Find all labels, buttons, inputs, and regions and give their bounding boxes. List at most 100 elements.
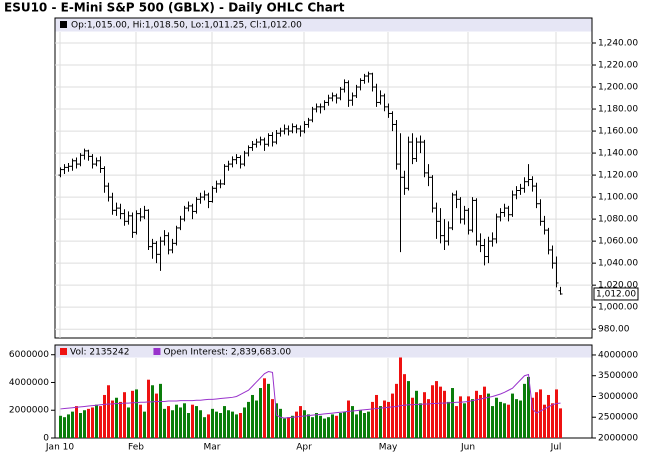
volume-bar [139,404,142,438]
volume-bar [155,393,158,438]
volume-bar [271,399,274,438]
header-marker [60,21,67,28]
volume-bar [359,410,362,438]
volume-bar [355,414,358,438]
volume-bar [371,401,374,438]
volume-bar [455,406,458,438]
y-tick-label: 1,140.00 [598,149,638,159]
open-interest-line [60,371,561,419]
y-tick-label: 2000000 [9,406,49,416]
volume-bar [407,381,410,438]
y-tick-label: 0 [43,434,49,444]
volume-bar [255,400,258,438]
volume-bar [259,388,262,438]
volume-bar [447,401,450,438]
volume-bar [335,415,338,438]
x-tick-label: Mar [204,443,221,453]
volume-bar [187,413,190,438]
volume-bar [191,404,194,438]
volume-bar [59,415,62,438]
volume-bar [79,413,82,438]
volume-bar [103,394,106,438]
volume-bar [91,407,94,438]
y-tick-label: 4000000 [9,378,49,388]
volume-bar [323,418,326,438]
volume-bar [559,408,562,438]
volume-bar [555,389,558,438]
volume-bar [463,403,466,438]
last-price-label: 1,012.00 [596,289,636,299]
y2-tick-label: 2500000 [598,413,638,423]
volume-bar [491,406,494,438]
y-tick-label: 1,100.00 [598,193,638,203]
volume-bar [427,399,430,438]
volume-bar [99,406,102,438]
volume-bar [395,383,398,438]
volume-bar [459,396,462,438]
volume-bar [527,376,530,438]
x-tick-label: Jun [460,443,475,453]
volume-bar [503,403,506,438]
y2-tick-label: 4000000 [598,350,638,360]
y-tick-label: 6000000 [9,350,49,360]
volume-bar [451,388,454,438]
volume-bar [275,403,278,438]
y-tick-label: 1,180.00 [598,105,638,115]
volume-bar [95,404,98,438]
volume-bar [479,394,482,438]
volume-bar [475,390,478,438]
volume-bar [75,406,78,438]
volume-bar [363,413,366,438]
volume-bar [115,397,118,438]
volume-bar [523,383,526,438]
y-tick-label: 1,120.00 [598,171,638,181]
volume-bar [207,414,210,438]
volume-bar [131,390,134,438]
legend-label: Vol: 2135242 [70,348,129,358]
volume-bar [431,385,434,438]
volume-bar [143,411,146,438]
y-tick-label: 1,220.00 [598,61,638,71]
y2-tick-label: 3000000 [598,392,638,402]
volume-bar [419,403,422,438]
ohlc-info: Op:1,015.00, Hi:1,018.50, Lo:1,011.25, C… [71,21,302,31]
volume-bar [179,407,182,438]
volume-bar [231,411,234,438]
y-tick-label: 1,040.00 [598,259,638,269]
volume-bar [439,386,442,438]
volume-bar [215,411,218,438]
volume-bar [303,410,306,438]
volume-bar [531,397,534,438]
volume-bar [343,411,346,438]
volume-bar [435,381,438,438]
volume-bar [291,415,294,438]
volume-bar [263,378,266,438]
volume-bar [331,414,334,438]
volume-header [55,345,592,358]
volume-bar [327,417,330,438]
y-tick-label: 1,200.00 [598,83,638,93]
x-tick-label: May [379,443,398,453]
volume-bar [71,411,74,438]
volume-bar [151,385,154,438]
volume-bar [551,403,554,438]
volume-bar [279,408,282,438]
volume-bar [235,414,238,438]
volume-bar [119,401,122,438]
volume-bar [219,413,222,438]
volume-bar [515,399,518,438]
volume-bar [499,401,502,438]
volume-bar [295,411,298,438]
volume-bar [367,411,370,438]
volume-bar [283,418,286,438]
volume-bar [383,400,386,438]
legend-swatch [153,348,161,355]
volume-bar [83,410,86,438]
volume-bar [351,406,354,438]
volume-bar [111,400,114,438]
volume-bar [287,417,290,438]
y2-tick-label: 3500000 [598,371,638,381]
volume-bar [243,407,246,438]
volume-bar [415,390,418,438]
